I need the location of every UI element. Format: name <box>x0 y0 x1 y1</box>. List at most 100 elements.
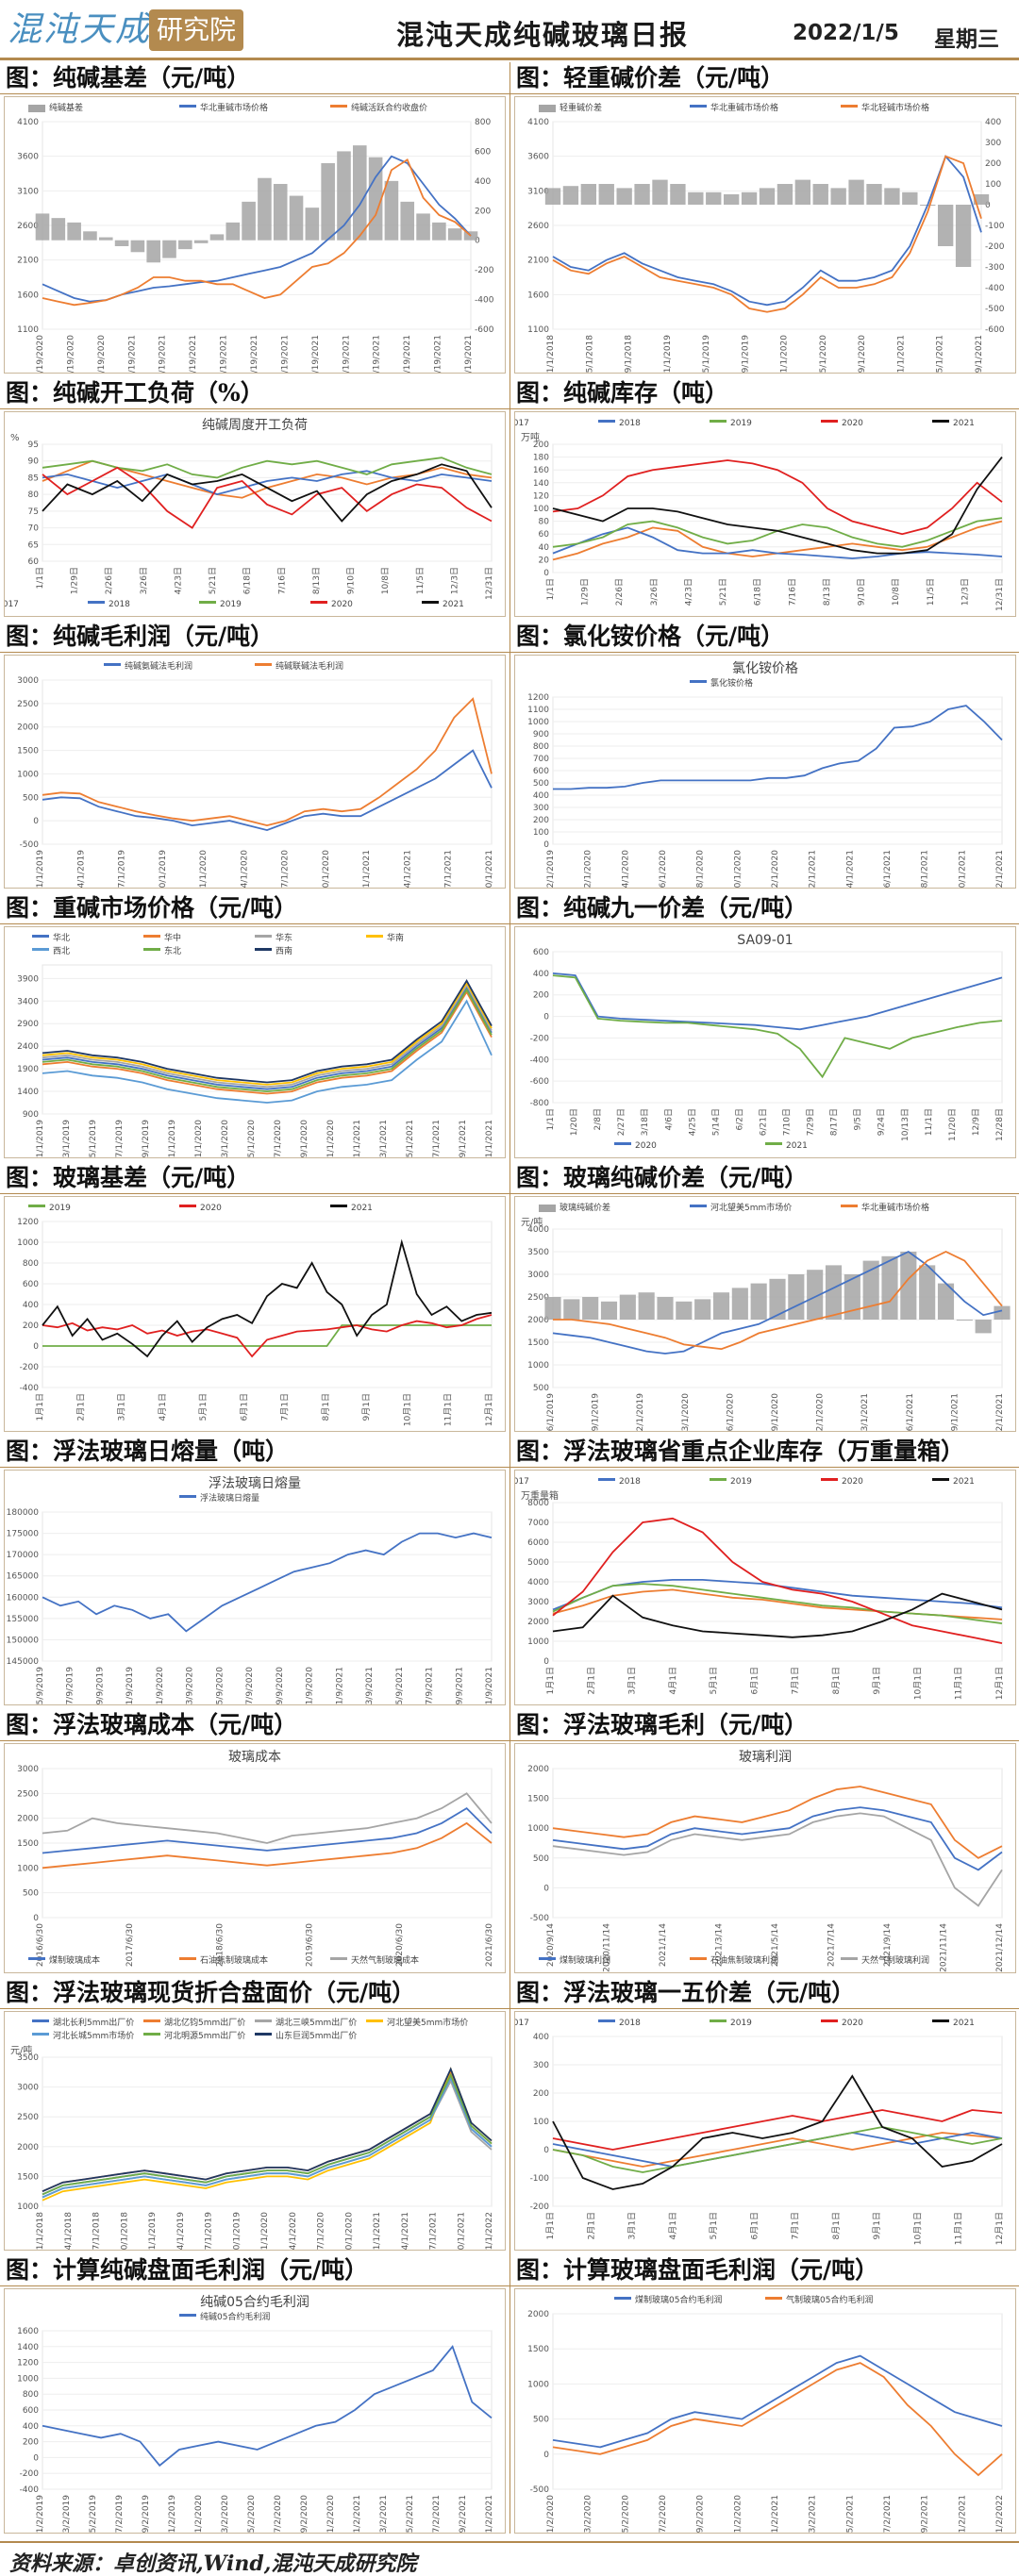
area-bar <box>562 186 579 205</box>
chart-svg: 1100 1600 2100 2600 3100 3600 4100 -600 -500 -400… <box>527 102 1005 373</box>
series-line <box>552 459 1003 536</box>
panel-title: 图：纯碱基差（元/吨） <box>0 62 510 94</box>
series-1 <box>42 989 493 1095</box>
y-tick-label: 2100 <box>527 257 549 266</box>
chart-svg: 900 1400 1900 2400 2900 3400 3900 1/1/2019 3/1/2… <box>17 932 494 1157</box>
x-tick-label: 8/13日 <box>311 567 322 594</box>
y-tick-label: 3900 <box>17 974 39 984</box>
x-tick-label: 1/1/2021 <box>896 335 906 373</box>
y-tick-label: 120 <box>533 491 549 501</box>
y-tick-label: 0 <box>543 1013 549 1022</box>
chart-title: 氯化铵价格 <box>732 661 798 676</box>
legend-label: 华中 <box>164 932 181 943</box>
x-tick-label: 11/9/2020 <box>306 1667 315 1704</box>
series-5 <box>42 988 493 1093</box>
x-tick-label: 7/2/2020 <box>274 2495 283 2533</box>
x-tick-label: 4/23日 <box>683 578 693 606</box>
series-2 <box>552 155 982 313</box>
area-bar <box>937 205 954 246</box>
chart-svg: 元/吨 500 1000 1500 2000 2500 3000 3500 4000 6/1/20… <box>521 1202 1011 1431</box>
area-bar <box>580 184 597 205</box>
x-tick-label: 12/1/2021 <box>995 850 1005 888</box>
x-tick-label: 1/1/2021 <box>353 1120 362 1157</box>
y-tick-label: 200 <box>533 991 549 1001</box>
legend-label: 浮法玻璃日熔量 <box>200 1492 259 1504</box>
y-tick-label: 3100 <box>17 187 39 196</box>
legend-swatch <box>255 663 272 666</box>
x-tick-label: 5/2/2021 <box>406 2495 415 2533</box>
x-tick-label: 1/1/2019 <box>36 850 45 888</box>
x-tick-label: 2018/6/30 <box>215 1923 225 1967</box>
x-tick-label: 10月1日 <box>912 2212 923 2245</box>
series-6 <box>42 2067 493 2193</box>
x-tick-label: 1月1日 <box>545 1667 556 1694</box>
y-tick-label: 4100 <box>527 118 549 127</box>
series-0 <box>552 2354 1003 2449</box>
legend-swatch <box>143 2033 160 2036</box>
y-tick-label: 700 <box>533 755 549 764</box>
y-tick-label: 4100 <box>17 118 39 127</box>
area-bar <box>273 184 288 241</box>
legend-swatch <box>32 2033 49 2036</box>
y-tick-label: 600 <box>23 2406 39 2416</box>
legend-label: 2018 <box>619 2019 641 2028</box>
legend-swatch <box>28 105 45 112</box>
y-tick-label: 2000 <box>527 2310 549 2319</box>
x-tick-label: 2020/11/14 <box>603 1923 612 1972</box>
series-line <box>552 457 1003 555</box>
legend-label: 气制玻璃05合约毛利润 <box>786 2294 873 2305</box>
y2-tick-label: 0 <box>475 237 480 246</box>
area-bar <box>670 184 686 205</box>
area-bar <box>619 1294 636 1320</box>
legend-swatch <box>32 2019 49 2022</box>
x-tick-label: 9/2/2020 <box>300 2495 309 2533</box>
panel-title: 图：重碱市场价格（元/吨） <box>0 892 510 924</box>
logo-box: 研究院 <box>149 9 243 51</box>
x-tick-label: 10/19/2020 <box>36 335 45 373</box>
area-bar <box>544 188 561 205</box>
x-tick-label: 6/18日 <box>753 578 763 606</box>
series-line <box>552 526 1003 559</box>
report-header: 混沌天成 研究院 混沌天成纯碱玻璃日报 2022/1/5 星期三 <box>0 0 1019 60</box>
area-bar <box>226 222 241 241</box>
x-tick-label: 2017/6/30 <box>125 1923 135 1967</box>
series-line <box>553 705 1003 790</box>
y2-tick-label: -600 <box>475 325 494 335</box>
x-tick-label: 2/19/2021 <box>159 335 168 373</box>
legend-label: 2020 <box>842 1477 863 1487</box>
x-tick-label: 11/19/2021 <box>434 335 443 373</box>
x-tick-label: 1/2/2021 <box>771 2495 780 2533</box>
x-tick-label: 2021/11/14 <box>940 1923 949 1972</box>
area-bar <box>598 184 614 205</box>
series-2 <box>42 983 493 1089</box>
x-tick-label: 11/5日 <box>415 567 426 594</box>
panel-title: 图：浮法玻璃省重点企业库存（万重量箱） <box>510 1436 1019 1468</box>
panel-title: 图：纯碱库存（吨） <box>510 377 1019 409</box>
series-line <box>552 974 1003 1079</box>
y-tick-label: 170000 <box>7 1551 40 1560</box>
legend-swatch <box>143 948 160 951</box>
legend-label: 2019 <box>730 2019 752 2028</box>
y-tick-label: 300 <box>533 2061 549 2070</box>
y-tick-label: 3500 <box>17 2053 39 2063</box>
chart-frame: 900 1400 1900 2400 2900 3400 3900 1/1/2019 3/1/2… <box>4 926 506 1158</box>
x-tick-label: 4/23日 <box>173 567 183 594</box>
series-line <box>552 1806 1003 1871</box>
area-bar <box>67 222 81 241</box>
legend-label: 纯碱活跃合约收盘价 <box>351 102 427 113</box>
x-tick-label: 12/31日 <box>484 567 494 600</box>
x-tick-label: 1/20日 <box>569 1108 579 1136</box>
legend-swatch <box>88 601 105 604</box>
legend-label: 河北望美5mm市场价 <box>710 1202 792 1213</box>
series-0 <box>544 1252 1011 1334</box>
panel-title: 图：氯化铵价格（元/吨） <box>510 621 1019 653</box>
x-tick-label: 10/8日 <box>380 567 391 594</box>
x-tick-label: 9/1/2021 <box>975 335 984 373</box>
y-tick-label: -200 <box>530 1034 550 1043</box>
x-tick-label: 6/21日 <box>758 1108 768 1136</box>
x-tick-label: 11月1日 <box>954 1667 964 1700</box>
x-tick-label: 9/2/2021 <box>459 2495 468 2533</box>
y-tick-label: 3000 <box>17 1765 39 1774</box>
panel-c14: 图：浮法玻璃毛利（元/吨） 玻璃利润 -500 0 500 1000 1500 2000 202… <box>510 1709 1019 1977</box>
x-tick-label: 1/1/2021 <box>362 850 372 888</box>
